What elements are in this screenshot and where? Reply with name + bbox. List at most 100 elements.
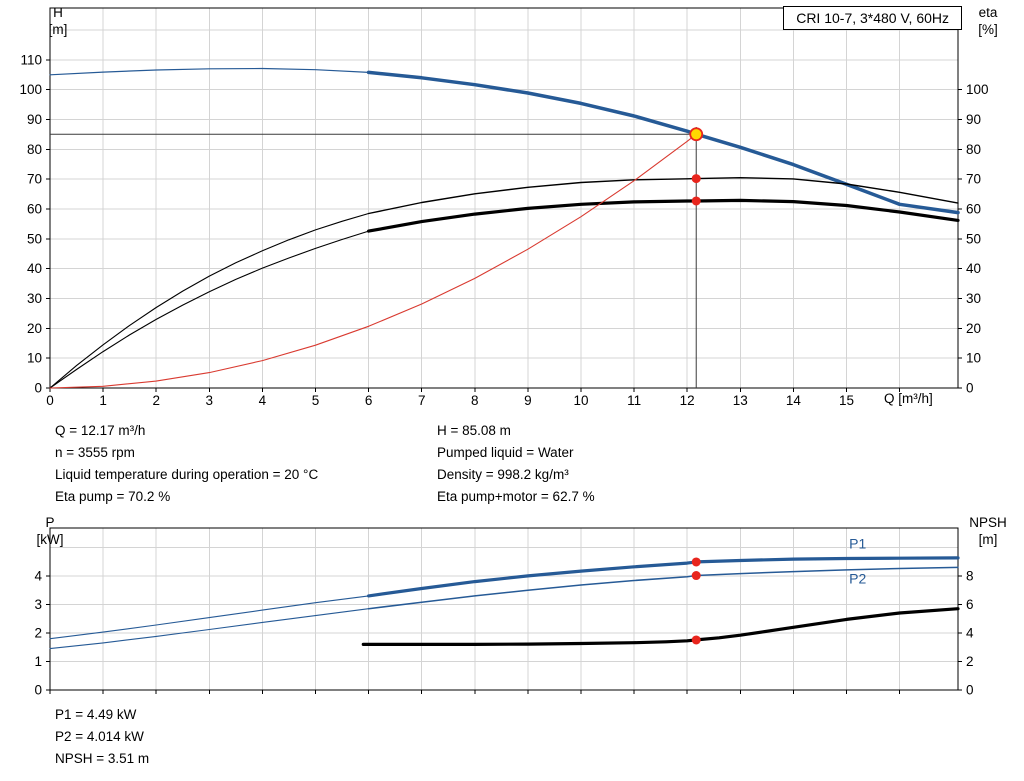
svg-text:100: 100 bbox=[966, 82, 989, 97]
p-axis-label: P [kW] bbox=[26, 514, 74, 548]
duty-info-right-column: H = 85.08 m Pumped liquid = Water Densit… bbox=[437, 420, 595, 508]
eta-pump-curve bbox=[367, 176, 959, 215]
power-info-npsh: NPSH = 3.51 m bbox=[55, 751, 150, 766]
power-npsh-chart: 0 1 2 3 4 0 2 4 6 8 P1 P2 bbox=[34, 527, 974, 698]
eta-pump-curve-low-flow bbox=[49, 212, 370, 389]
npsh-axis-label: NPSH [m] bbox=[958, 514, 1018, 548]
p1-curve bbox=[367, 556, 960, 598]
svg-text:9: 9 bbox=[524, 393, 532, 408]
svg-text:6: 6 bbox=[966, 597, 974, 612]
curve-label-p2: P2 bbox=[849, 570, 866, 586]
svg-text:30: 30 bbox=[27, 291, 42, 306]
svg-text:2: 2 bbox=[34, 625, 42, 640]
svg-text:70: 70 bbox=[966, 172, 981, 187]
h-axis-label: H [m] bbox=[40, 4, 76, 38]
svg-text:70: 70 bbox=[27, 172, 42, 187]
npsh-axis-label-line2: [m] bbox=[978, 532, 998, 547]
power-info-p2: P2 = 4.014 kW bbox=[55, 729, 144, 744]
svg-text:0: 0 bbox=[966, 381, 974, 396]
system-curve bbox=[49, 133, 697, 389]
duty-info-q: Q = 12.17 m³/h bbox=[55, 423, 146, 438]
npsh-duty-marker[interactable] bbox=[691, 635, 701, 645]
svg-text:4: 4 bbox=[34, 568, 42, 583]
p-axis-label-line1: P bbox=[45, 515, 55, 530]
svg-text:0: 0 bbox=[34, 683, 42, 698]
duty-info-left-column: Q = 12.17 m³/h n = 3555 rpm Liquid tempe… bbox=[55, 420, 318, 508]
pump-curve-low-flow bbox=[49, 67, 370, 76]
svg-text:8: 8 bbox=[966, 568, 974, 583]
h-axis-label-line1: H bbox=[53, 5, 63, 20]
duty-info-eta-total: Eta pump+motor = 62.7 % bbox=[437, 489, 595, 504]
svg-text:4: 4 bbox=[259, 393, 267, 408]
duty-info-density: Density = 998.2 kg/m³ bbox=[437, 467, 569, 482]
svg-text:14: 14 bbox=[786, 393, 802, 408]
eta-axis-label-line2: [%] bbox=[978, 22, 998, 37]
svg-text:3: 3 bbox=[206, 393, 214, 408]
npsh-curve bbox=[361, 607, 960, 647]
svg-text:50: 50 bbox=[966, 231, 981, 246]
svg-text:80: 80 bbox=[27, 142, 42, 157]
duty-info-liquid-temp: Liquid temperature during operation = 20… bbox=[55, 467, 319, 482]
svg-text:1: 1 bbox=[99, 393, 107, 408]
svg-text:110: 110 bbox=[20, 52, 42, 67]
duty-info-eta-pump: Eta pump = 70.2 % bbox=[55, 489, 171, 504]
svg-text:3: 3 bbox=[34, 597, 42, 612]
svg-text:100: 100 bbox=[19, 82, 42, 97]
svg-text:40: 40 bbox=[27, 261, 42, 276]
duty-info-pumped-liquid: Pumped liquid = Water bbox=[437, 445, 574, 460]
svg-text:8: 8 bbox=[471, 393, 479, 408]
pump-title-box: CRI 10-7, 3*480 V, 60Hz bbox=[783, 6, 962, 30]
eta-axis-label: eta [%] bbox=[962, 4, 1014, 38]
duty-info-h: H = 85.08 m bbox=[437, 423, 511, 438]
pump-curve bbox=[366, 70, 960, 215]
svg-text:60: 60 bbox=[27, 202, 42, 217]
svg-text:0: 0 bbox=[34, 381, 42, 396]
p1-duty-marker[interactable] bbox=[691, 557, 701, 567]
p2-curve bbox=[367, 566, 959, 610]
duty-info-rpm: n = 3555 rpm bbox=[55, 445, 135, 460]
p2-curve-low-flow bbox=[49, 608, 370, 650]
svg-text:90: 90 bbox=[27, 112, 42, 127]
svg-text:20: 20 bbox=[966, 321, 981, 336]
p-axis-label-line2: [kW] bbox=[36, 532, 64, 547]
curve-label-p1: P1 bbox=[849, 535, 866, 551]
svg-text:5: 5 bbox=[312, 393, 320, 408]
svg-text:40: 40 bbox=[966, 261, 981, 276]
svg-text:10: 10 bbox=[27, 351, 42, 366]
svg-text:90: 90 bbox=[966, 112, 981, 127]
svg-text:1: 1 bbox=[34, 654, 42, 669]
svg-text:10: 10 bbox=[966, 351, 981, 366]
eta-axis-label-line1: eta bbox=[978, 5, 998, 20]
svg-text:30: 30 bbox=[966, 291, 981, 306]
duty-point[interactable] bbox=[689, 127, 704, 142]
svg-text:11: 11 bbox=[627, 393, 641, 408]
p1-curve-low-flow bbox=[49, 595, 370, 640]
svg-text:13: 13 bbox=[733, 393, 748, 408]
svg-text:2: 2 bbox=[152, 393, 160, 408]
svg-text:0: 0 bbox=[46, 393, 54, 408]
h-axis-label-line2: [m] bbox=[48, 22, 68, 37]
eta-pump-duty-marker[interactable] bbox=[691, 174, 701, 184]
svg-text:50: 50 bbox=[27, 231, 42, 246]
svg-text:0: 0 bbox=[966, 683, 974, 698]
svg-text:60: 60 bbox=[966, 202, 981, 217]
svg-text:20: 20 bbox=[27, 321, 42, 336]
svg-text:6: 6 bbox=[365, 393, 373, 408]
power-info-block: P1 = 4.49 kW P2 = 4.014 kW NPSH = 3.51 m bbox=[55, 704, 149, 770]
svg-text:4: 4 bbox=[966, 625, 974, 640]
svg-text:10: 10 bbox=[573, 393, 588, 408]
q-axis-label: Q [m³/h] bbox=[884, 391, 933, 406]
svg-text:12: 12 bbox=[680, 393, 695, 408]
qh-eta-chart: 0 1 2 3 4 5 6 7 8 9 10 11 12 13 14 15010203040506070809… bbox=[19, 7, 989, 408]
svg-text:80: 80 bbox=[966, 142, 981, 157]
svg-text:15: 15 bbox=[839, 393, 854, 408]
eta-total-curve-low-flow bbox=[49, 230, 370, 389]
svg-text:7: 7 bbox=[418, 393, 426, 408]
npsh-axis-label-line1: NPSH bbox=[969, 515, 1007, 530]
eta-total-duty-marker[interactable] bbox=[691, 196, 701, 206]
eta-total-curve bbox=[367, 198, 960, 233]
p2-duty-marker[interactable] bbox=[691, 571, 701, 581]
svg-text:2: 2 bbox=[966, 654, 974, 669]
